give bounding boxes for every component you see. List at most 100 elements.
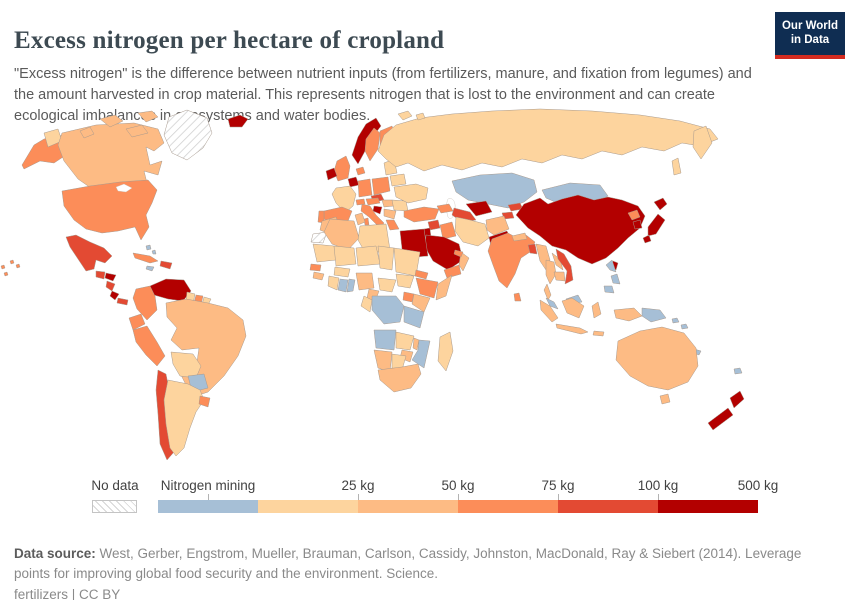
country-south-africa[interactable] xyxy=(377,363,422,393)
country-cambodia[interactable] xyxy=(553,271,566,282)
country-denmark[interactable] xyxy=(355,166,366,176)
country-solomon-islands[interactable] xyxy=(671,317,689,330)
country-congo-gabon[interactable] xyxy=(360,295,373,313)
country-afghanistan[interactable] xyxy=(485,215,510,236)
country-sakhalin[interactable] xyxy=(671,157,682,176)
country-argentina[interactable] xyxy=(163,379,205,457)
legend-no-data-swatch[interactable] xyxy=(92,500,137,513)
country-laos[interactable] xyxy=(551,252,564,271)
legend-seg-500[interactable] xyxy=(658,500,758,513)
country-guinea[interactable] xyxy=(312,271,325,281)
country-thailand[interactable] xyxy=(543,259,557,301)
country-greenland[interactable] xyxy=(163,109,213,161)
country-chad[interactable] xyxy=(377,245,395,271)
country-papua-new-guinea[interactable] xyxy=(641,307,667,323)
country-guatemala[interactable] xyxy=(95,270,106,280)
legend-seg-50[interactable] xyxy=(358,500,458,513)
country-burkina-faso[interactable] xyxy=(333,266,351,278)
country-iceland[interactable] xyxy=(227,114,249,128)
country-hawaii[interactable] xyxy=(9,259,21,269)
country-mexico[interactable] xyxy=(65,234,113,272)
country-south-korea[interactable] xyxy=(632,219,643,230)
country-madagascar[interactable] xyxy=(437,331,454,372)
country-mali[interactable] xyxy=(333,245,357,267)
country-serbia[interactable] xyxy=(383,208,397,220)
country-united-kingdom[interactable] xyxy=(333,155,351,182)
country-syria[interactable] xyxy=(427,219,441,231)
country-north-korea[interactable] xyxy=(627,209,641,221)
country-togo-benin[interactable] xyxy=(346,278,356,293)
country-nigeria[interactable] xyxy=(355,272,375,291)
country-kamchatka[interactable] xyxy=(692,125,713,160)
country-ukraine[interactable] xyxy=(393,183,429,204)
country-iraq[interactable] xyxy=(439,221,457,240)
country-australia[interactable] xyxy=(615,326,699,391)
legend-seg-mining[interactable] xyxy=(158,500,258,513)
country-uzbekistan[interactable] xyxy=(465,200,493,217)
country-austria[interactable] xyxy=(365,197,381,206)
country-cuba[interactable] xyxy=(132,252,159,264)
country-canada-arctic2[interactable] xyxy=(125,124,149,138)
country-tunisia[interactable] xyxy=(354,212,366,226)
country-bolivia[interactable] xyxy=(170,351,202,379)
country-sri-lanka[interactable] xyxy=(513,292,522,302)
country-tasmania[interactable] xyxy=(659,393,671,405)
country-france[interactable] xyxy=(331,185,357,214)
country-venezuela[interactable] xyxy=(149,278,192,302)
legend-seg-75[interactable] xyxy=(458,500,558,513)
country-hispaniola[interactable] xyxy=(159,260,173,270)
country-senegal[interactable] xyxy=(309,263,322,272)
country-china[interactable] xyxy=(515,194,646,265)
country-sweden[interactable] xyxy=(364,127,381,162)
country-iran[interactable] xyxy=(454,216,490,247)
country-india[interactable] xyxy=(487,232,536,289)
country-switzerland[interactable] xyxy=(355,198,366,206)
legend-seg-25[interactable] xyxy=(258,500,358,513)
country-eritrea[interactable] xyxy=(414,269,429,280)
country-bahamas[interactable] xyxy=(145,244,157,255)
country-colombia[interactable] xyxy=(132,285,158,321)
country-dr-congo[interactable] xyxy=(371,295,405,325)
country-somalia[interactable] xyxy=(435,274,453,301)
country-south-sudan[interactable] xyxy=(395,273,415,289)
country-panama[interactable] xyxy=(116,297,129,306)
country-jamaica[interactable] xyxy=(145,265,155,272)
country-kazakhstan[interactable] xyxy=(451,172,538,209)
country-yemen[interactable] xyxy=(443,264,462,279)
country-united-states[interactable] xyxy=(61,179,158,241)
country-western-sahara[interactable] xyxy=(310,231,328,244)
country-nicaragua[interactable] xyxy=(105,280,116,292)
country-uae[interactable] xyxy=(453,249,464,258)
country-cote-divoire[interactable] xyxy=(327,275,340,291)
country-turkey[interactable] xyxy=(403,206,440,223)
country-canada-arctic4[interactable] xyxy=(79,126,95,139)
country-vietnam[interactable] xyxy=(555,248,574,285)
country-belarus[interactable] xyxy=(389,173,407,187)
country-bangladesh[interactable] xyxy=(527,243,538,255)
country-pacific-islands[interactable] xyxy=(0,264,9,277)
country-ireland[interactable] xyxy=(325,167,338,181)
country-uganda[interactable] xyxy=(402,291,415,303)
legend-seg-100[interactable] xyxy=(558,500,658,513)
country-ethiopia[interactable] xyxy=(415,277,439,299)
country-philippines[interactable] xyxy=(603,259,621,294)
country-ghana[interactable] xyxy=(337,278,349,293)
country-angola[interactable] xyxy=(373,329,397,351)
country-svalbard[interactable] xyxy=(397,110,426,121)
country-russia[interactable] xyxy=(377,108,719,172)
country-ecuador[interactable] xyxy=(128,313,146,331)
country-peru[interactable] xyxy=(132,325,166,367)
country-tanzania[interactable] xyxy=(403,305,425,329)
country-malawi[interactable] xyxy=(412,337,420,351)
country-benelux[interactable] xyxy=(347,176,360,188)
license-note[interactable]: fertilizers | CC BY xyxy=(14,586,121,600)
country-germany[interactable] xyxy=(357,178,373,198)
country-nepal[interactable] xyxy=(511,232,528,242)
country-new-zealand[interactable] xyxy=(707,390,745,431)
country-central-african-republic[interactable] xyxy=(377,277,397,293)
country-poland[interactable] xyxy=(371,176,391,196)
country-niger[interactable] xyxy=(355,245,381,267)
country-canada-arctic3[interactable] xyxy=(137,110,159,123)
owid-logo[interactable]: Our World in Data xyxy=(775,12,845,59)
country-croatia[interactable] xyxy=(372,205,383,215)
